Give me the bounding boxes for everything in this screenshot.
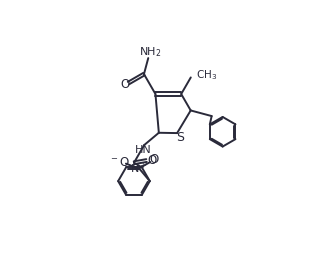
Text: S: S [176, 131, 184, 144]
Text: HN: HN [135, 145, 151, 155]
Text: N$^+$: N$^+$ [130, 161, 148, 176]
Text: NH$_2$: NH$_2$ [139, 46, 161, 59]
Text: O: O [147, 154, 157, 167]
Text: O: O [120, 78, 129, 91]
Text: CH$_3$: CH$_3$ [196, 68, 217, 82]
Text: O: O [149, 153, 159, 166]
Text: $^-$O: $^-$O [109, 156, 130, 169]
